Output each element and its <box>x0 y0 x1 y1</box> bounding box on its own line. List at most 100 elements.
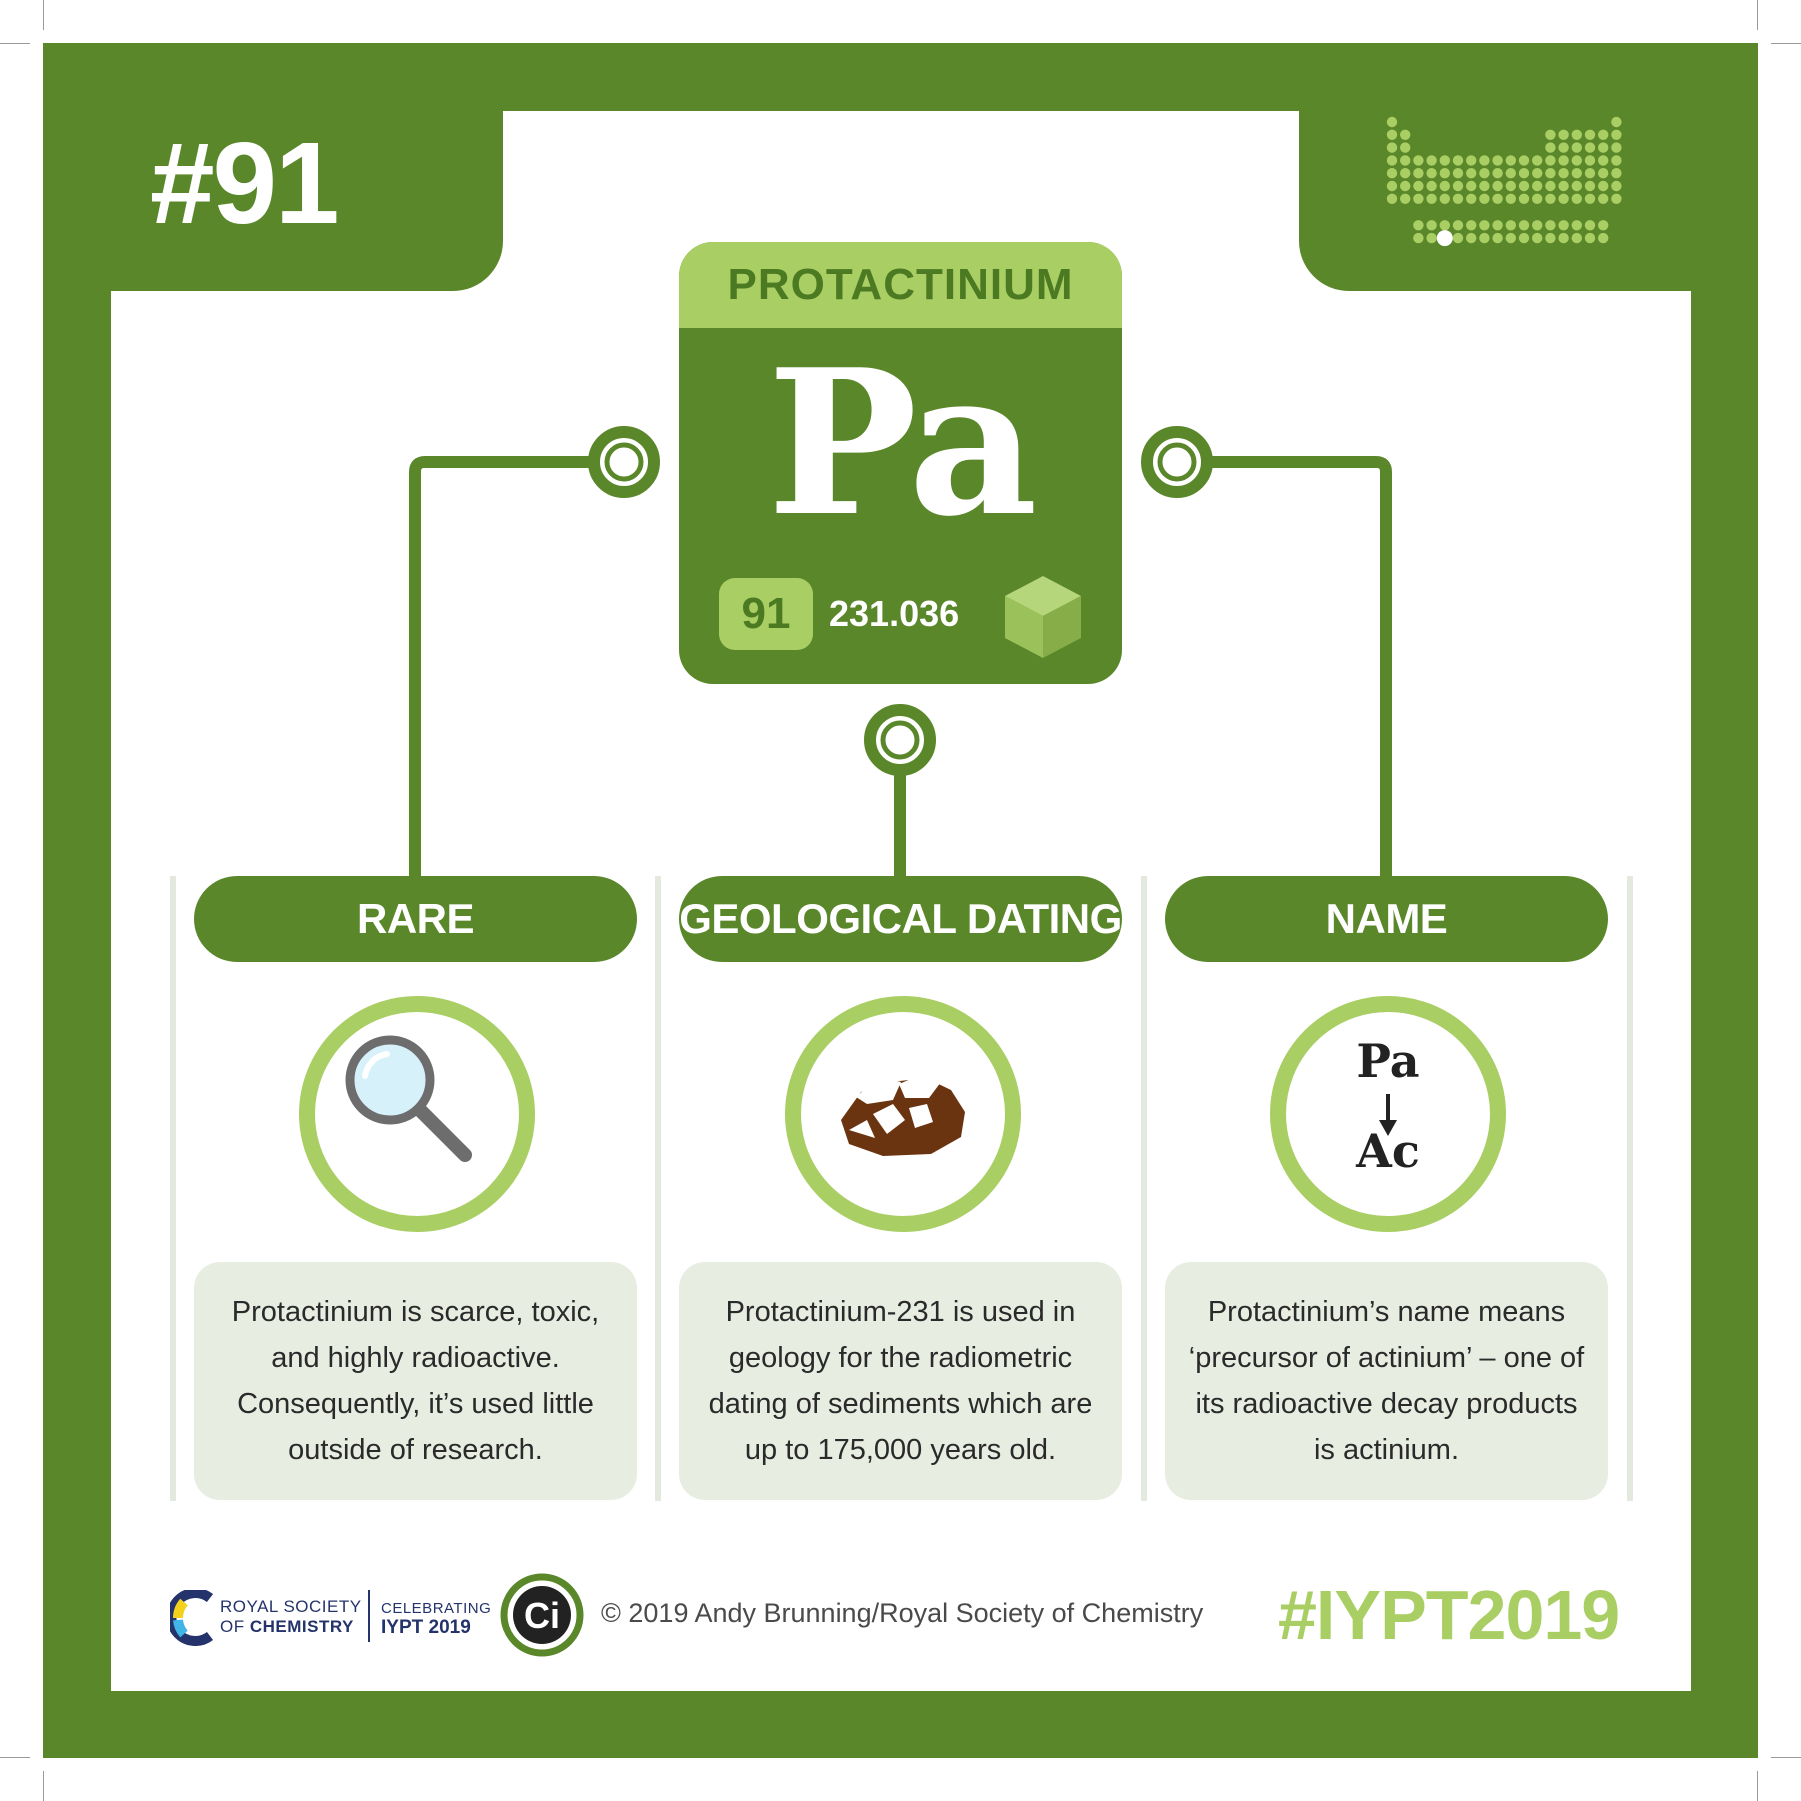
periodic-table-dot <box>1518 168 1530 179</box>
periodic-table-dot <box>1439 180 1450 192</box>
periodic-table-dot <box>1386 193 1398 204</box>
header-geological-dating: GEOLOGICAL DATING <box>679 876 1122 962</box>
rsc-name-line1: ROYAL SOCIETY <box>220 1597 362 1616</box>
celebrating-label: CELEBRATING <box>381 1600 492 1617</box>
periodic-table-dot <box>1413 232 1424 244</box>
column-divider <box>170 876 176 1501</box>
periodic-table-dot <box>1479 220 1490 231</box>
periodic-table-dot <box>1452 155 1464 166</box>
periodic-table-dot <box>1545 232 1556 244</box>
periodic-table-dot <box>1466 193 1477 204</box>
periodic-table-dot <box>1400 142 1411 153</box>
element-number-title: #91 <box>150 118 340 248</box>
periodic-table-dot <box>1479 155 1490 166</box>
periodic-table-dot <box>1426 220 1437 231</box>
periodic-table-dot <box>1439 193 1450 204</box>
periodic-table-dot <box>1386 155 1398 166</box>
periodic-table-dot <box>1518 220 1530 231</box>
rock-icon <box>841 1074 965 1156</box>
periodic-table-dot <box>1545 142 1556 153</box>
periodic-table-dot <box>1545 180 1556 192</box>
periodic-table-dot <box>1492 220 1503 231</box>
decay-to-symbol: Ac <box>1356 1124 1420 1178</box>
periodic-table-dot <box>1558 168 1569 179</box>
rare-text: Protactinium is scarce, toxic, and highl… <box>231 1296 600 1466</box>
periodic-table-dot <box>1400 129 1411 140</box>
decay-arrow-icon: Pa Ac <box>1286 1012 1490 1216</box>
connector-right <box>1210 456 1392 876</box>
periodic-table-dot <box>1426 180 1437 192</box>
periodic-table-dot <box>1386 116 1398 128</box>
periodic-table-dot <box>1558 180 1569 192</box>
crop-mark <box>0 1757 30 1758</box>
compound-interest-logo: Ci <box>500 1573 584 1657</box>
periodic-table-dot <box>1584 155 1596 166</box>
down-arrow-icon <box>1379 1094 1397 1136</box>
periodic-table-dot <box>1505 155 1516 166</box>
periodic-table-dot <box>1413 155 1424 166</box>
element-name: PROTACTINIUM <box>679 242 1122 328</box>
rsc-name-line2: OF CHEMISTRY <box>220 1617 354 1636</box>
periodic-table-dot <box>1598 193 1609 204</box>
periodic-table-dot <box>1479 232 1490 244</box>
header-name: NAME <box>1165 876 1608 962</box>
column-divider <box>1627 876 1633 1501</box>
footer-divider <box>368 1590 370 1642</box>
periodic-table-dot <box>1598 129 1609 140</box>
periodic-table-dot <box>1518 155 1530 166</box>
crop-mark <box>1757 0 1758 30</box>
periodic-table-dot <box>1571 129 1582 140</box>
rare-icon-circle <box>299 996 535 1232</box>
magnifying-glass-icon <box>345 1035 472 1162</box>
name-text: Protactinium’s name means ‘precursor of … <box>1188 1296 1585 1466</box>
periodic-table-dot <box>1426 232 1437 244</box>
periodic-table-dot <box>1558 220 1569 231</box>
periodic-table-dot <box>1558 142 1569 153</box>
periodic-table-dot <box>1545 129 1556 140</box>
periodic-table-dot <box>1518 232 1530 244</box>
periodic-table-dot <box>1545 220 1556 231</box>
periodic-table-dot <box>1466 232 1477 244</box>
periodic-table-dot <box>1426 155 1437 166</box>
periodic-table-dot <box>1532 168 1543 179</box>
highlighted-element-dot <box>1436 230 1453 247</box>
periodic-table-dot <box>1532 155 1543 166</box>
connector-left <box>409 456 592 876</box>
geology-text: Protactinium-231 is used in geology for … <box>708 1296 1093 1466</box>
periodic-table-dot <box>1611 129 1622 140</box>
periodic-table-dot <box>1426 193 1437 204</box>
periodic-table-dot <box>1545 193 1556 204</box>
crop-mark <box>43 1771 44 1801</box>
periodic-table-dot <box>1545 168 1556 179</box>
periodic-table-dot <box>1611 142 1622 153</box>
periodic-table-dot <box>1479 180 1490 192</box>
periodic-table-dot <box>1466 168 1477 179</box>
periodic-table-dot <box>1466 220 1477 231</box>
periodic-table-dot <box>1386 180 1398 192</box>
periodic-table-dot <box>1584 168 1596 179</box>
periodic-table-dot <box>1584 142 1596 153</box>
periodic-table-dot <box>1545 155 1556 166</box>
periodic-table-dot <box>1439 168 1450 179</box>
periodic-table-dot <box>1571 193 1582 204</box>
element-symbol: Pa <box>767 326 1038 561</box>
crop-mark <box>1771 1757 1801 1758</box>
periodic-table-dot <box>1479 168 1490 179</box>
periodic-table-dot <box>1571 142 1582 153</box>
periodic-table-dot <box>1571 220 1582 231</box>
periodic-table-dot <box>1571 232 1582 244</box>
periodic-table-dot <box>1413 193 1424 204</box>
periodic-table-dot <box>1611 155 1622 166</box>
iypt-label: IYPT 2019 <box>381 1617 471 1638</box>
crop-mark <box>1757 1771 1758 1801</box>
crop-mark <box>0 43 30 44</box>
header-rare: RARE <box>194 876 637 962</box>
periodic-table-dot <box>1571 155 1582 166</box>
periodic-table-dot <box>1558 232 1569 244</box>
solid-state-cube-icon <box>1005 576 1081 658</box>
column-divider <box>1141 876 1147 1501</box>
periodic-table-dot <box>1571 180 1582 192</box>
periodic-table-dot <box>1598 180 1609 192</box>
periodic-table-dot <box>1558 129 1569 140</box>
